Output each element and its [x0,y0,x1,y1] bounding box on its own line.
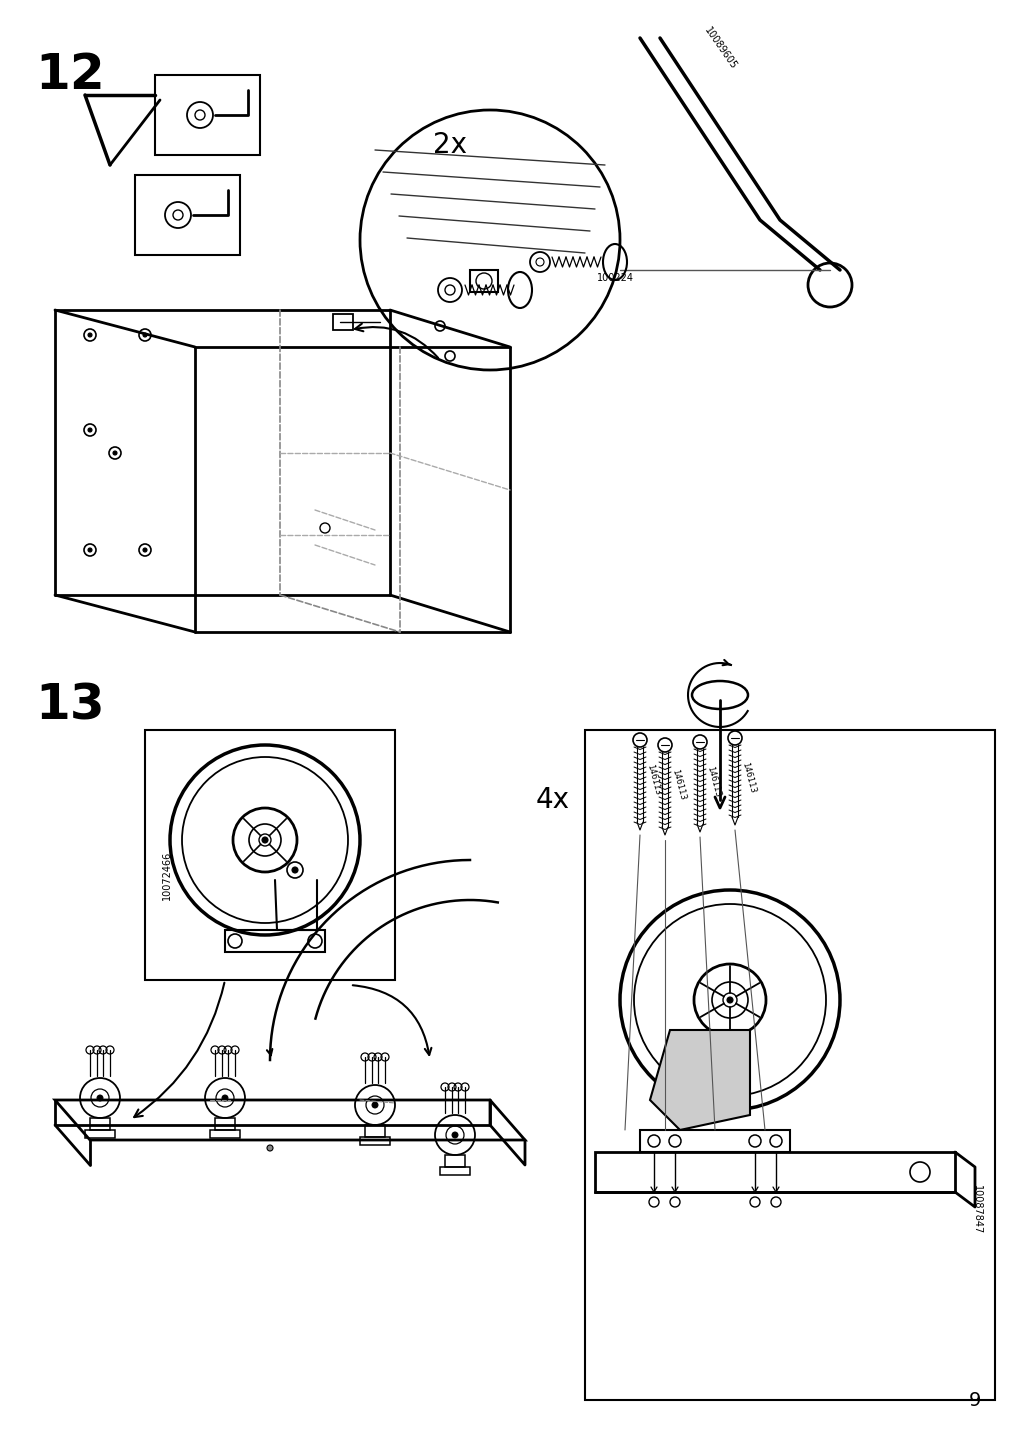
Text: 146113: 146113 [705,766,722,799]
Bar [134,175,240,255]
Bar [594,1151,954,1191]
Circle shape [88,334,92,337]
Text: 146113: 146113 [645,763,662,796]
Bar [639,1130,790,1151]
Bar [90,1118,110,1130]
Circle shape [97,1095,103,1101]
Circle shape [88,428,92,432]
Circle shape [452,1133,458,1138]
Bar [440,1167,469,1176]
Bar [445,1156,464,1167]
Circle shape [262,836,268,843]
Bar [145,730,394,979]
Bar [584,730,994,1400]
Circle shape [292,866,297,874]
Circle shape [267,1146,273,1151]
Text: 146113: 146113 [740,762,756,795]
Text: 2x: 2x [433,130,466,159]
Bar [85,1130,115,1138]
FancyArrowPatch shape [355,324,438,358]
Polygon shape [649,1030,749,1130]
Text: 12: 12 [35,52,105,99]
Circle shape [113,451,117,455]
Bar [210,1130,240,1138]
Text: 13: 13 [35,682,105,729]
Circle shape [372,1103,378,1108]
Text: 10087847: 10087847 [971,1186,981,1234]
Bar [214,1118,235,1130]
FancyArrowPatch shape [353,985,431,1055]
Circle shape [143,548,147,551]
Circle shape [221,1095,227,1101]
Bar [333,314,353,329]
Text: 9: 9 [968,1390,981,1409]
Bar [469,271,497,292]
Text: 4x: 4x [536,786,569,813]
Text: 10089605: 10089605 [701,24,737,72]
FancyArrowPatch shape [134,982,224,1117]
Bar [365,1126,384,1137]
Text: 146113: 146113 [670,769,686,802]
Text: 100224: 100224 [595,274,633,284]
Bar [155,74,260,155]
Circle shape [143,334,147,337]
Bar [224,929,325,952]
Bar [360,1137,389,1146]
Circle shape [88,548,92,551]
Circle shape [726,997,732,1002]
Text: 10072466: 10072466 [162,851,172,899]
